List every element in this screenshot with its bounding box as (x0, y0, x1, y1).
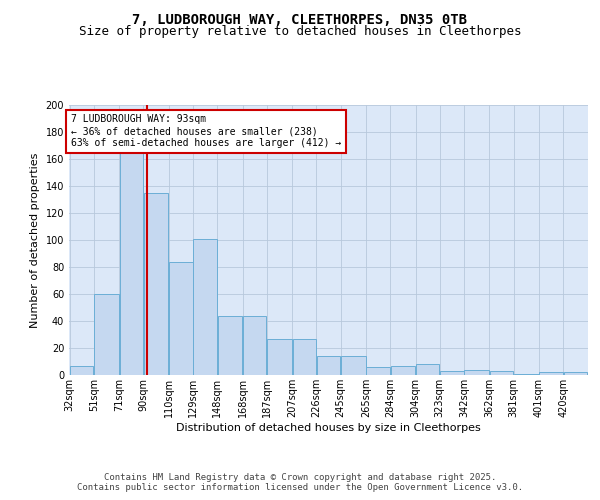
Text: 7, LUDBOROUGH WAY, CLEETHORPES, DN35 0TB: 7, LUDBOROUGH WAY, CLEETHORPES, DN35 0TB (133, 12, 467, 26)
Bar (391, 366, 415, 375)
Bar (193, 238, 217, 375)
Bar (464, 370, 489, 375)
Bar (539, 372, 563, 375)
Bar (243, 316, 266, 375)
Bar (70, 366, 94, 375)
X-axis label: Distribution of detached houses by size in Cleethorpes: Distribution of detached houses by size … (176, 422, 481, 432)
Y-axis label: Number of detached properties: Number of detached properties (30, 152, 40, 328)
Text: Size of property relative to detached houses in Cleethorpes: Size of property relative to detached ho… (79, 25, 521, 38)
Bar (440, 371, 464, 375)
Bar (267, 338, 292, 375)
Bar (169, 262, 193, 375)
Bar (563, 372, 587, 375)
Bar (293, 338, 316, 375)
Bar (341, 356, 365, 375)
Bar (490, 371, 513, 375)
Bar (317, 356, 340, 375)
Bar (514, 374, 539, 375)
Bar (218, 316, 242, 375)
Text: Contains HM Land Registry data © Crown copyright and database right 2025.
Contai: Contains HM Land Registry data © Crown c… (77, 473, 523, 492)
Text: 7 LUDBOROUGH WAY: 93sqm
← 36% of detached houses are smaller (238)
63% of semi-d: 7 LUDBOROUGH WAY: 93sqm ← 36% of detache… (71, 114, 341, 148)
Bar (367, 367, 390, 375)
Bar (94, 294, 119, 375)
Bar (144, 192, 169, 375)
Bar (416, 364, 439, 375)
Bar (119, 146, 143, 375)
